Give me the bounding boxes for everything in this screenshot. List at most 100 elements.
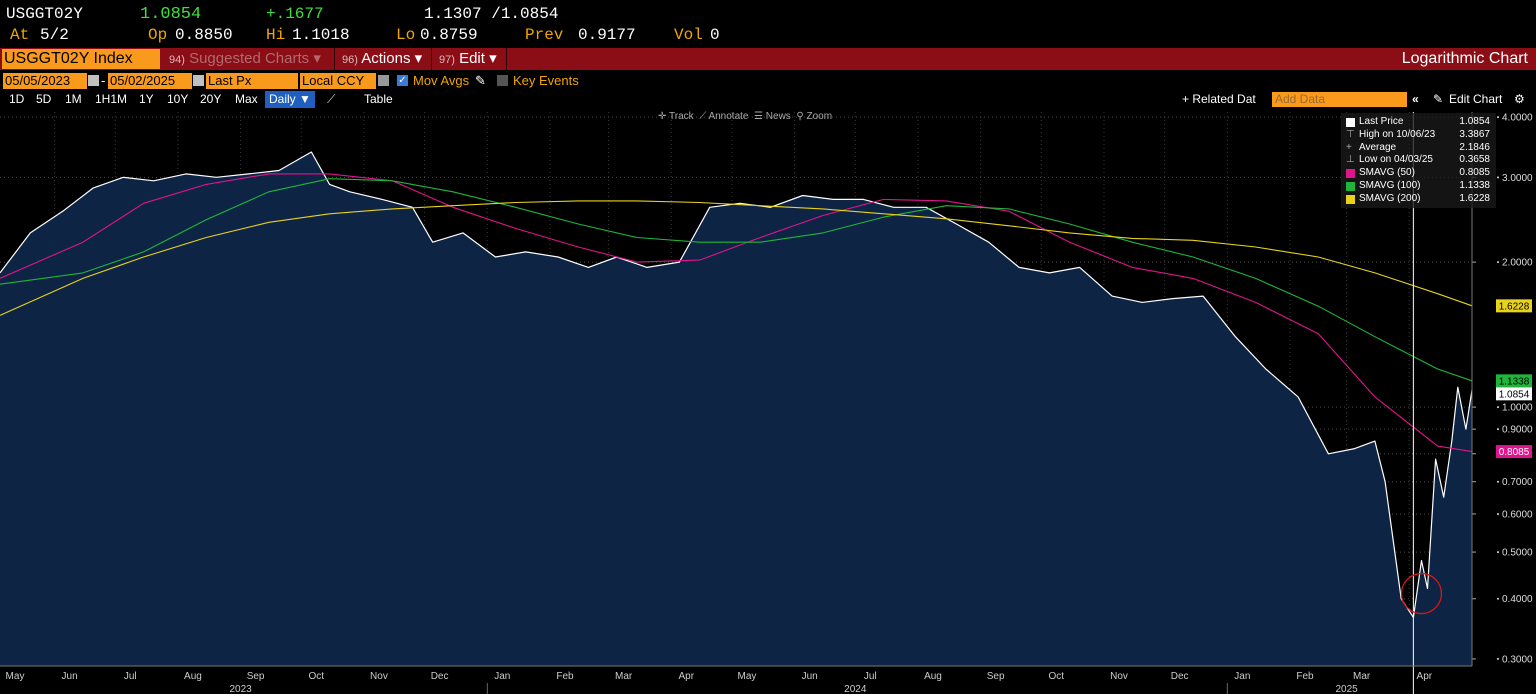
x-tick-label: Aug [924,671,942,682]
x-tick-label: Dec [1171,671,1189,682]
open-label: Op [148,26,168,44]
range-1m[interactable]: 1M [65,92,82,106]
currency-select[interactable]: Local CCY [300,73,376,89]
x-tick-label: Apr [1417,671,1433,682]
x-tick-label: Sep [987,671,1005,682]
x-tick-label: Jun [802,671,818,682]
calendar-icon[interactable] [193,75,204,86]
add-data-input[interactable]: Add Data [1272,92,1407,107]
y-tick-label: 3.0000 [1502,173,1533,184]
x-tick-label: Dec [431,671,449,682]
period-select[interactable]: Daily ▼ [265,91,315,108]
news-button[interactable]: News [765,111,791,122]
x-tick-label: Sep [247,671,265,682]
line-chart-icon[interactable]: ⟋ [327,92,336,106]
edit-chart-button[interactable]: Edit Chart [1449,92,1503,106]
legend-swatch [1346,194,1355,204]
related-data-button[interactable]: + Related Dat [1182,92,1256,106]
axis-value-tags: 1.6228 1.1338 1.0854 0.8085 [1496,299,1532,459]
legend-item: SMAVG (100) 1.1338 [1345,180,1492,193]
suggested-charts-menu[interactable]: 94) Suggested Charts ▾ [163,48,335,70]
x-tick-label: Oct [308,671,324,682]
last-price: 1.0854 [140,5,202,24]
pencil-icon[interactable]: ✎ [475,73,486,88]
track-button[interactable]: Track [669,111,694,122]
x-tick-label: Oct [1049,671,1065,682]
price-chart[interactable]: 4.00003.00002.00001.00000.90000.80000.70… [0,109,1536,694]
mov-avgs-checkbox[interactable]: ✓ [397,75,408,86]
y-tick-label: 0.7000 [1502,477,1533,488]
axis-value-tag [1496,299,1532,313]
y-tick-label: 2.0000 [1502,258,1533,269]
annotate-icon[interactable]: ⟋ [699,111,707,122]
range-10y[interactable]: 10Y [167,92,189,106]
mov-avgs-label[interactable]: Mov Avgs [413,73,470,88]
end-date-field[interactable]: 05/02/2025 [108,73,192,89]
high-value: 1.1018 [292,26,350,44]
y-tick-label: 0.5000 [1502,548,1533,559]
axis-value-tag [1496,445,1532,459]
price-field-select[interactable]: Last Px [206,73,298,89]
actions-number: 96) [342,54,358,66]
start-date-field[interactable]: 05/05/2023 [3,73,87,89]
key-events-checkbox[interactable] [497,75,508,86]
y-tick-label: 4.0000 [1502,113,1533,124]
x-tick-label: Feb [556,671,574,682]
x-tick-label: Jan [494,671,510,682]
y-tick-dot [1497,406,1499,409]
low-value: 0.8759 [420,26,478,44]
range-1d[interactable]: 1D [9,92,25,106]
range-5d[interactable]: 5D [36,92,52,106]
x-tick-label: Jul [124,671,137,682]
axis-value-tag [1496,387,1532,401]
axis-value-tag-label: 0.8085 [1499,447,1530,458]
edit-menu[interactable]: 97) Edit ▾ [433,48,507,70]
zoom-button[interactable]: Zoom [806,111,833,122]
zoom-icon[interactable]: ⚲ [796,111,804,122]
x-tick-label: Jun [62,671,78,682]
action-bar: USGGT02Y Index 94) Suggested Charts ▾ 96… [0,48,1536,70]
gear-icon[interactable]: ⚙ [1514,92,1525,106]
calendar-icon[interactable] [88,75,99,86]
range-1y[interactable]: 1Y [139,92,154,106]
at-date: 5/2 [40,26,69,44]
chart-legend[interactable]: Last Price 1.0854 ⊤ High on 10/06/23 3.3867… [1341,113,1496,208]
at-label: At [10,26,30,44]
pencil-icon[interactable]: ✎ [1433,92,1444,106]
quote-stats: At 5/2 Op 0.8850 Hi 1.1018 Lo 0.8759 Pre… [0,25,1536,46]
x-tick-label: May [6,671,25,682]
chart-tools: ✛ Track ⟋ Annotate ☰ News ⚲ Zoom [658,111,832,122]
ticker[interactable]: USGGT02Y [6,5,83,23]
y-tick-dot [1497,428,1499,431]
legend-swatch [1346,118,1355,127]
series-line-0 [0,151,1473,618]
y-tick-dot [1497,657,1499,660]
x-tick-label: Apr [679,671,695,682]
crosshair-icon[interactable]: ✛ [658,111,667,122]
range-max[interactable]: Max [235,92,258,106]
legend-item: SMAVG (50) 0.8085 [1345,167,1492,180]
range-1h1m[interactable]: 1H1M [95,92,128,106]
legend-label: Last Price [1359,116,1404,127]
actions-menu[interactable]: 96) Actions ▾ [336,48,432,70]
range-20y[interactable]: 20Y [200,92,222,106]
news-icon[interactable]: ☰ [754,111,764,122]
x-tick-label: May [738,671,757,682]
y-tick-dot [1497,551,1499,554]
chevron-down-icon[interactable] [378,75,389,86]
legend-item: + Average 2.1846 [1345,142,1492,155]
security-field[interactable]: USGGT02Y Index [2,49,160,69]
chart-series [0,151,1473,618]
y-tick-label: 1.0000 [1502,403,1533,414]
x-tick-label: Jan [1234,671,1250,682]
legend-label: Average [1359,141,1397,153]
legend-value: 1.0854 [1459,116,1490,127]
key-events-label[interactable]: Key Events [513,73,579,88]
table-button[interactable]: Table [364,92,393,106]
annotate-button[interactable]: Annotate [708,111,749,122]
legend-value: 1.6228 [1459,192,1490,204]
legend-item: SMAVG (200) 1.6228 [1345,193,1492,206]
y-tick-dot [1497,512,1499,515]
legend-item: ⊥ Low on 04/03/25 0.3658 [1345,154,1492,167]
collapse-icon[interactable]: « [1412,92,1419,106]
